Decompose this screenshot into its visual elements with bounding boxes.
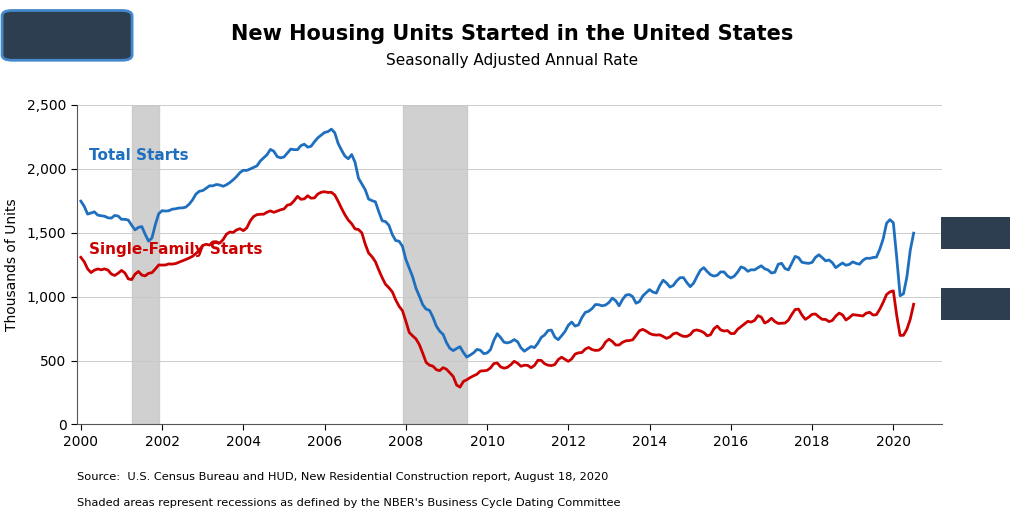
Text: 1,496: 1,496 bbox=[953, 226, 997, 240]
Bar bbox=[402, 105, 467, 424]
Text: 940: 940 bbox=[961, 297, 990, 311]
Text: Total Starts: Total Starts bbox=[89, 148, 188, 163]
Text: New Housing Units Started in the United States: New Housing Units Started in the United … bbox=[230, 24, 794, 44]
Text: Shaded areas represent recessions as defined by the NBER's Business Cycle Dating: Shaded areas represent recessions as def… bbox=[77, 498, 621, 508]
Y-axis label: Thousands of Units: Thousands of Units bbox=[4, 198, 18, 331]
Text: Jul 2020: Jul 2020 bbox=[33, 28, 102, 42]
Text: Single-Family Starts: Single-Family Starts bbox=[89, 243, 262, 257]
Text: Source:  U.S. Census Bureau and HUD, New Residential Construction report, August: Source: U.S. Census Bureau and HUD, New … bbox=[77, 472, 608, 482]
Bar bbox=[132, 105, 159, 424]
Text: Seasonally Adjusted Annual Rate: Seasonally Adjusted Annual Rate bbox=[386, 53, 638, 68]
